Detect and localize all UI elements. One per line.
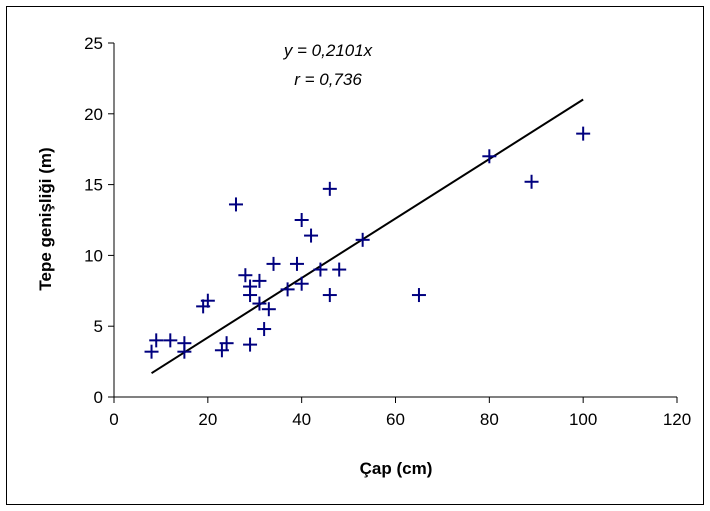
y-tick-label: 20: [84, 105, 103, 124]
chart-frame: [6, 6, 704, 505]
data-point: [252, 296, 267, 311]
x-axis-title: Çap (cm): [360, 459, 433, 478]
x-tick-label: 60: [386, 410, 405, 429]
data-point: [219, 336, 234, 351]
data-point: [257, 322, 272, 337]
data-point: [355, 232, 370, 247]
x-tick-label: 40: [292, 410, 311, 429]
data-point: [313, 262, 328, 277]
data-point: [289, 256, 304, 271]
data-point: [163, 333, 178, 348]
data-point: [214, 343, 229, 358]
x-ticks: 0 20 40 60 80 100 120: [109, 397, 691, 429]
data-point: [294, 276, 309, 291]
data-point: [280, 282, 295, 297]
y-tick-label: 0: [94, 388, 103, 407]
x-tick-label: 20: [198, 410, 217, 429]
data-point: [144, 344, 159, 359]
x-tick-label: 0: [109, 410, 118, 429]
data-point: [243, 337, 258, 352]
data-point: [228, 197, 243, 212]
trendline-group: [150, 98, 584, 375]
y-tick-label: 25: [84, 34, 103, 53]
data-point: [576, 126, 591, 141]
data-point: [266, 256, 281, 271]
y-tick-label: 5: [94, 317, 103, 336]
data-point: [200, 293, 215, 308]
y-ticks: 0 5 10 15 20 25: [84, 34, 114, 407]
data-point: [304, 228, 319, 243]
data-point: [149, 333, 164, 348]
data-point: [177, 344, 192, 359]
data-point: [294, 213, 309, 227]
data-point: [411, 288, 426, 303]
x-tick-label: 80: [480, 410, 499, 429]
y-axis-title: Tepe genişliği (m): [36, 147, 55, 290]
correlation-label: r = 0,736: [294, 70, 362, 89]
y-tick-label: 10: [84, 246, 103, 265]
data-points: [144, 126, 591, 359]
data-point: [322, 181, 337, 196]
equation-label: y = 0,2101x: [283, 41, 373, 60]
y-tick-label: 15: [84, 176, 103, 195]
trendline: [150, 98, 584, 375]
data-point: [261, 302, 276, 317]
data-point: [243, 288, 258, 303]
data-point: [252, 273, 267, 288]
data-point: [322, 288, 337, 303]
data-point: [238, 268, 253, 283]
data-point: [332, 262, 347, 277]
data-point: [524, 174, 539, 189]
x-tick-label: 120: [663, 410, 691, 429]
x-tick-label: 100: [569, 410, 597, 429]
data-point: [482, 149, 497, 164]
